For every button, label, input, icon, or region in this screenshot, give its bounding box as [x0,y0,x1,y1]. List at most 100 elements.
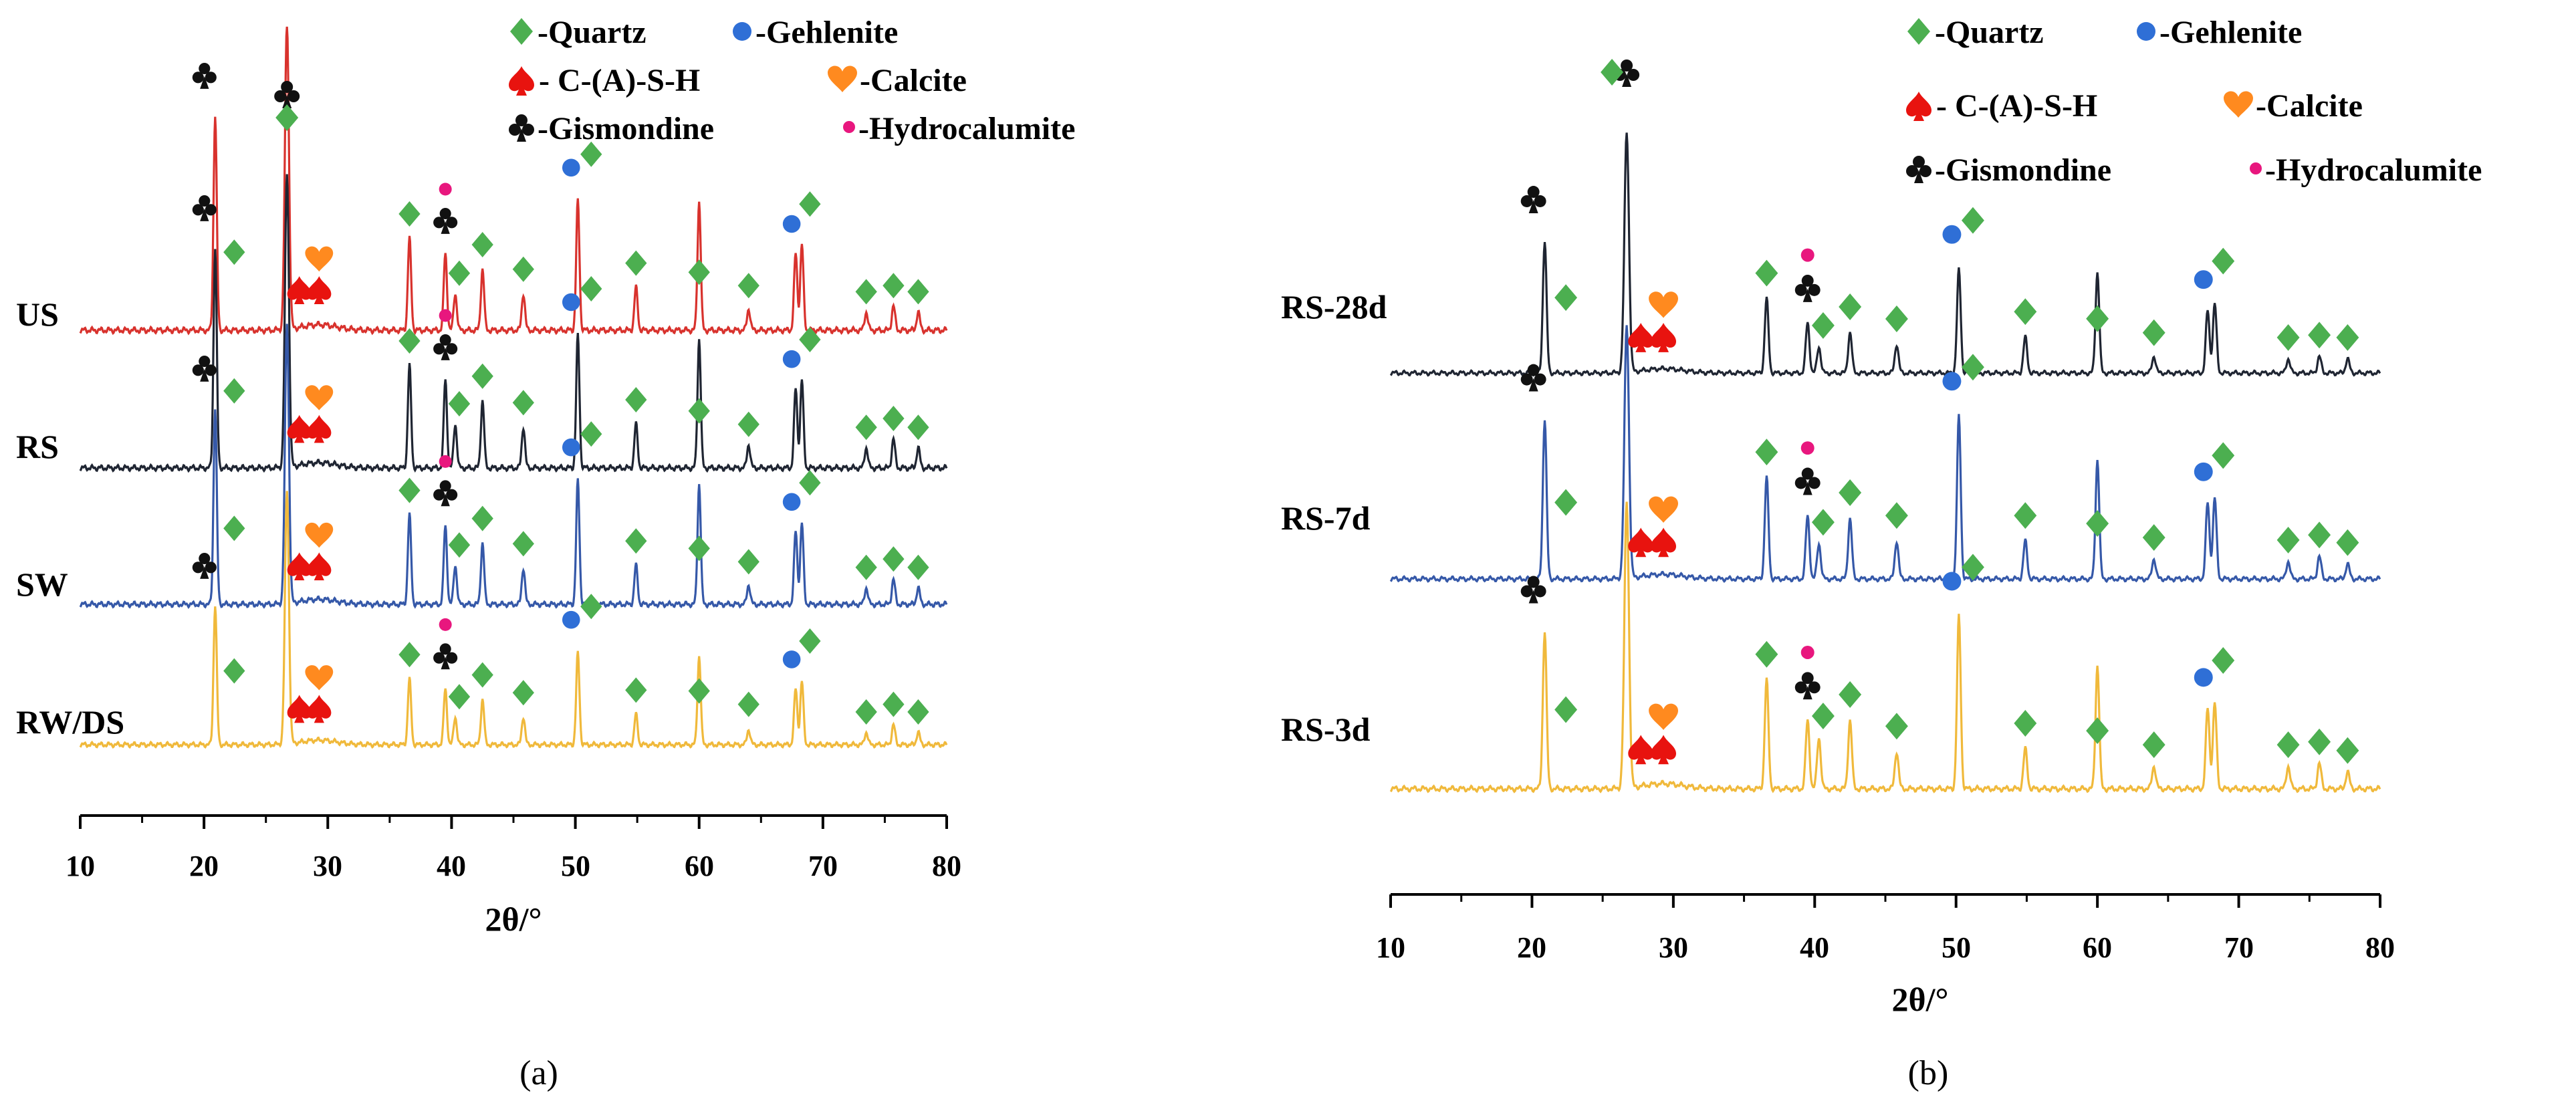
phase-marker-diamond-icon [398,201,421,227]
phase-marker-diamond-icon [448,684,471,710]
phase-marker-diamond-icon [883,691,905,717]
panel-a-series-label: SW [16,566,68,603]
legend-csh-label: - C-(A)-S-H [539,63,700,98]
phase-marker-diamond-icon [799,470,821,496]
phase-marker-diamond-icon [2308,728,2331,755]
panel-b-tick-label: 20 [1517,931,1546,964]
phase-marker-circle-icon [1942,225,1962,244]
phase-marker-diamond-icon [512,390,534,416]
phase-marker-diamond-icon [580,141,602,167]
phase-marker-diamond-icon [1755,439,1778,466]
phase-marker-diamond-icon [625,677,647,703]
phase-marker-diamond-icon [2086,305,2109,332]
panel-b-series [1389,132,2381,793]
phase-marker-diamond-icon [2212,442,2235,469]
phase-marker-diamond-icon [580,276,602,301]
panel-b-tick-label: 60 [2083,931,2112,964]
phase-marker-spade-icon [1651,735,1677,765]
phase-marker-diamond-icon [398,328,421,354]
phase-marker-diamond-icon [907,554,929,580]
panel-a-tick-label: 10 [66,850,95,882]
phase-marker-diamond-icon [625,250,647,276]
phase-marker-spade-icon [307,414,332,443]
phase-marker-diamond-icon [855,279,877,305]
xrd-pattern-rs [79,174,948,473]
phase-marker-circle-icon [562,610,580,629]
xrd-pattern-rs-7d [1389,325,2381,584]
phase-marker-diamond-icon [855,699,877,725]
phase-marker-diamond-icon [1554,489,1578,516]
phase-marker-diamond-icon [580,594,602,620]
phase-marker-heart-icon [305,522,334,548]
phase-marker-diamond-icon [471,662,493,688]
panel-b-caption: (b) [1908,1054,1949,1092]
legend-calcite-icon [2224,91,2253,118]
phase-marker-spade-icon [307,552,332,581]
phase-marker-club-icon [274,81,300,108]
panel-b-tick-label: 30 [1659,931,1688,964]
phase-marker-diamond-icon [737,549,759,575]
panel-a-series [79,26,948,749]
panel-b: 10 20 30 40 50 60 70 80 2θ/° RS-28d RS-7… [1281,15,2482,1092]
phase-marker-circle-icon [782,215,801,233]
phase-marker-dot-icon [439,182,452,196]
legend-quartz-label: -Quartz [538,15,647,50]
phase-marker-diamond-icon [2142,524,2165,551]
phase-marker-spade-icon [287,695,312,723]
phase-marker-diamond-icon [2308,322,2331,349]
phase-marker-diamond-icon [2212,647,2235,674]
phase-marker-dot-icon [439,618,452,631]
phase-marker-diamond-icon [799,191,821,217]
phase-marker-diamond-icon [2336,737,2359,764]
panel-a-x-axis-title: 2θ/° [485,900,542,938]
phase-marker-diamond-icon [471,363,493,389]
phase-marker-diamond-icon [855,554,877,580]
legend-gehlenite-label: -Gehlenite [2159,15,2302,50]
panel-a-tick-label: 40 [437,850,466,882]
phase-marker-diamond-icon [907,699,929,725]
panel-b-series-label: RS-7d [1281,499,1371,537]
legend-gismondine-icon [1906,156,1931,183]
phase-marker-diamond-icon [799,327,821,352]
phase-marker-diamond-icon [223,658,245,684]
legend-hydrocalumite-icon [843,121,855,133]
phase-marker-spade-icon [287,414,312,443]
phase-marker-diamond-icon [448,260,471,286]
phase-marker-diamond-icon [471,232,493,257]
panel-a-tick-label: 20 [189,850,219,882]
phase-marker-spade-icon [1628,735,1654,765]
phase-marker-diamond-icon [688,535,710,562]
phase-marker-diamond-icon [688,398,710,424]
phase-marker-circle-icon [2194,668,2213,687]
phase-marker-diamond-icon [275,104,299,131]
phase-marker-diamond-icon [883,406,905,431]
phase-marker-diamond-icon [1554,284,1578,312]
phase-marker-club-icon [433,334,458,360]
legend-calcite-label: -Calcite [860,63,967,98]
phase-marker-club-icon [1794,274,1821,302]
legend-hydrocalumite-label: -Hydrocalumite [2265,152,2482,188]
panel-b-tick-label: 40 [1800,931,1829,964]
panel-a: 10 20 30 40 50 60 70 80 2θ/° US RS SW RW… [16,15,1075,1092]
phase-marker-dot-icon [1800,441,1814,455]
phase-marker-diamond-icon [1885,502,1908,529]
legend-gehlenite-icon [2137,22,2155,41]
phase-marker-diamond-icon [2086,510,2109,537]
phase-marker-spade-icon [307,695,332,723]
phase-marker-circle-icon [782,493,801,511]
phase-marker-diamond-icon [907,279,929,305]
phase-marker-diamond-icon [1811,509,1835,536]
legend-csh-icon [509,66,534,96]
phase-marker-circle-icon [782,650,801,668]
phase-marker-diamond-icon [2276,731,2300,759]
phase-marker-diamond-icon [398,642,421,668]
phase-marker-spade-icon [1651,322,1677,352]
phase-marker-circle-icon [2194,270,2213,289]
legend-quartz-icon [510,18,533,45]
phase-marker-dot-icon [439,309,452,322]
legend-calcite-label: -Calcite [2256,88,2363,124]
phase-marker-diamond-icon [1839,681,1862,708]
phase-marker-diamond-icon [1755,640,1778,668]
phase-marker-diamond-icon [2142,731,2165,759]
xrd-pattern-sw [79,324,948,610]
